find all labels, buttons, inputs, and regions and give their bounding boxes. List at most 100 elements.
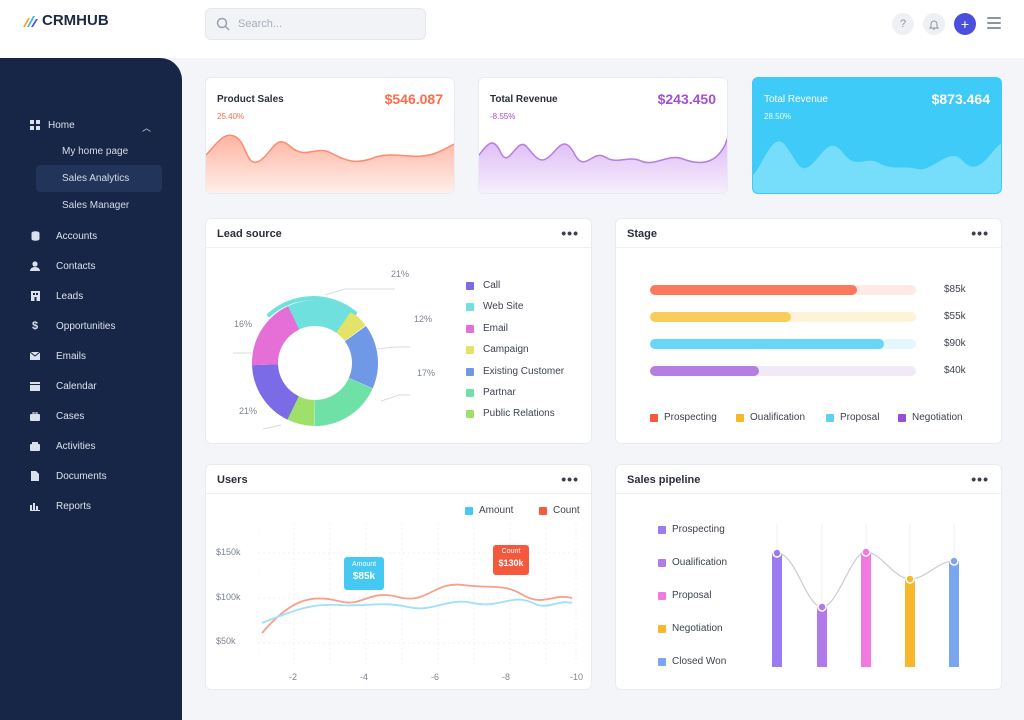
stat-title: Total Revenue [764, 94, 828, 105]
legend-item-closed-won: Closed Won [658, 656, 726, 667]
brand-logo[interactable]: CRMHUB [22, 12, 109, 29]
count-series-line [261, 583, 573, 634]
sidebar-item-label: Opportunities [56, 320, 116, 332]
plus-icon: + [960, 16, 970, 32]
y-tick-label: $100k [216, 592, 241, 602]
legend-item-amount: Amount [465, 505, 513, 516]
panel-users: Users ••• Amount Count $150k $100k $50k … [205, 464, 592, 690]
search-icon [216, 17, 230, 31]
bar-oualification [817, 607, 827, 667]
more-options-icon[interactable]: ••• [971, 225, 989, 241]
stat-value: $243.450 [657, 91, 716, 107]
bar-proposal [861, 552, 871, 667]
chevron-up-icon[interactable]: ︿ [142, 123, 152, 133]
sidebar-item-contacts[interactable]: Contacts [30, 258, 95, 274]
tooltip-count: Count $130k [493, 545, 529, 575]
amount-series-line [261, 598, 573, 624]
panel-sales-pipeline: Sales pipeline ••• Prospecting Oualifica… [615, 464, 1002, 690]
stage-bar-fill [650, 285, 858, 295]
database-icon [30, 231, 40, 241]
stat-card-total-revenue-highlight: Total Revenue $873.464 28.50% [752, 77, 1002, 194]
bell-icon [929, 20, 939, 30]
stat-percent: -8.55% [490, 112, 516, 121]
legend-item-public-relations: Public Relations [466, 408, 555, 419]
hamburger-menu-icon[interactable] [987, 17, 1001, 29]
donut-label: 16% [234, 319, 253, 329]
stage-bar-value: $55k [944, 311, 966, 322]
sidebar-item-accounts[interactable]: Accounts [30, 228, 97, 244]
sidebar-item-label: Leads [56, 290, 84, 302]
legend-item-count: Count [539, 505, 580, 516]
sidebar-item-label: Documents [56, 470, 107, 482]
notification-button[interactable] [923, 13, 945, 35]
legend-item-existing-customer: Existing Customer [466, 366, 564, 377]
sidebar-item-home[interactable]: Home [30, 117, 75, 133]
sidebar-item-documents[interactable]: Documents [30, 468, 107, 484]
sidebar-active-highlight [36, 165, 162, 192]
document-icon [30, 471, 40, 481]
panel-title: Stage [627, 228, 657, 240]
donut-chart [233, 288, 410, 430]
user-icon [30, 261, 40, 271]
sidebar-item-emails[interactable]: Emails [30, 348, 86, 364]
pipeline-bar-chart [772, 523, 959, 667]
search-box[interactable] [205, 8, 426, 40]
legend-item-web-site: Web Site [466, 301, 523, 312]
sparkline-highlight [753, 141, 1001, 193]
stat-value: $873.464 [931, 91, 990, 107]
search-input[interactable] [238, 18, 408, 30]
tooltip-amount: Amount $85k [344, 557, 384, 590]
x-tick-label: -10 [570, 672, 584, 682]
legend-item-negotiation: Negotiation [898, 412, 963, 423]
donut-label: 21% [391, 269, 410, 279]
top-bar: CRMHUB ? + [0, 0, 1024, 58]
calendar-icon [30, 381, 40, 391]
legend-item-call: Call [466, 280, 500, 291]
panel-header [616, 465, 1001, 494]
stat-percent: 25.40% [217, 112, 245, 121]
y-tick-label: $50k [216, 636, 236, 646]
sidebar-item-label: Contacts [56, 260, 96, 272]
legend-item-oualification: Oualification [736, 412, 805, 423]
more-options-icon[interactable]: ••• [971, 471, 989, 487]
building-icon [30, 291, 40, 301]
sidebar-item-opportunities[interactable]: $ Opportunities [30, 318, 116, 334]
sidebar-item-cases[interactable]: Cases [30, 408, 84, 424]
briefcase-icon [30, 411, 40, 421]
stat-card-product-sales: Product Sales $546.087 25.40% [205, 77, 455, 194]
panel-lead-source: Lead source ••• 21% 12% 17% 21% 16% Call… [205, 218, 592, 444]
sidebar-sub-sales-analytics[interactable]: Sales Analytics [62, 173, 130, 184]
stage-bar-track [650, 366, 916, 376]
add-button[interactable]: + [954, 13, 976, 35]
sidebar-item-calendar[interactable]: Calendar [30, 378, 97, 394]
more-options-icon[interactable]: ••• [561, 225, 579, 241]
stat-card-total-revenue: Total Revenue $243.450 -8.55% [478, 77, 728, 194]
help-button[interactable]: ? [892, 13, 914, 35]
users-line-chart [258, 523, 577, 668]
legend-item-email: Email [466, 323, 508, 334]
sidebar-item-reports[interactable]: Reports [30, 498, 91, 514]
sidebar-sub-my-home-page[interactable]: My home page [62, 146, 129, 157]
sidebar-item-leads[interactable]: Leads [30, 288, 83, 304]
sidebar-item-activities[interactable]: Activities [30, 438, 95, 454]
inbox-icon [30, 441, 40, 451]
more-options-icon[interactable]: ••• [561, 471, 579, 487]
stage-bar-track [650, 312, 916, 322]
stage-bar-track [650, 285, 916, 295]
panel-title: Lead source [217, 228, 282, 240]
sidebar-sub-sales-manager[interactable]: Sales Manager [62, 200, 130, 211]
x-tick-label: -4 [360, 672, 369, 682]
sidebar-item-label: Calendar [56, 380, 97, 392]
donut-slice-email [252, 300, 378, 426]
y-tick-label: $150k [216, 547, 241, 557]
panel-title: Users [217, 474, 248, 486]
grid-icon [30, 120, 40, 130]
sparkline-product-sales [206, 134, 454, 193]
stat-value: $546.087 [384, 91, 443, 107]
stat-percent: 28.50% [764, 112, 792, 121]
stat-title: Total Revenue [490, 94, 558, 105]
legend-item-prospecting: Prospecting [650, 412, 717, 423]
panel-header [206, 465, 591, 494]
stage-bar-value: $90k [944, 338, 966, 349]
panel-header [616, 219, 1001, 248]
